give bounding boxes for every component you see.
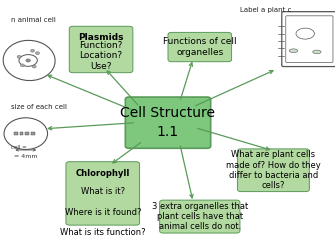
Text: What is it?

Where is it found?

What is its function?: What is it? Where is it found? What is i…	[60, 176, 145, 237]
Circle shape	[26, 58, 31, 62]
Text: = 4mm: = 4mm	[14, 154, 38, 159]
FancyBboxPatch shape	[282, 12, 336, 67]
Text: 3 extra organelles that
plant cells have that
animal cells do not.: 3 extra organelles that plant cells have…	[152, 202, 248, 232]
Bar	[20, 132, 24, 135]
FancyBboxPatch shape	[66, 162, 139, 225]
Circle shape	[20, 64, 25, 67]
Bar	[26, 132, 29, 135]
FancyBboxPatch shape	[160, 200, 240, 233]
FancyBboxPatch shape	[286, 16, 333, 62]
Text: Label a plant c: Label a plant c	[240, 7, 291, 13]
FancyBboxPatch shape	[69, 26, 133, 73]
Text: What are plant cells
made of? How do they
differ to bacteria and
cells?: What are plant cells made of? How do the…	[226, 150, 321, 190]
Ellipse shape	[289, 49, 298, 52]
Text: Chlorophyll: Chlorophyll	[76, 169, 130, 177]
FancyBboxPatch shape	[125, 97, 211, 148]
Text: size of each cell: size of each cell	[11, 104, 67, 110]
Bar	[14, 132, 18, 135]
FancyBboxPatch shape	[238, 149, 309, 192]
Circle shape	[32, 65, 36, 68]
Circle shape	[17, 55, 21, 58]
Ellipse shape	[313, 50, 321, 54]
Text: Functions of cell
organelles: Functions of cell organelles	[163, 37, 237, 57]
Text: Cell Structure
1.1: Cell Structure 1.1	[121, 106, 215, 139]
Circle shape	[36, 52, 40, 55]
Circle shape	[31, 49, 35, 52]
Text: Plasmids: Plasmids	[78, 33, 124, 42]
Bar	[31, 132, 35, 135]
Text: n animal cell: n animal cell	[11, 17, 55, 22]
Text: Function?
Location?
Use?: Function? Location? Use?	[79, 41, 123, 71]
FancyBboxPatch shape	[168, 33, 232, 62]
Text: cell =: cell =	[11, 145, 27, 150]
